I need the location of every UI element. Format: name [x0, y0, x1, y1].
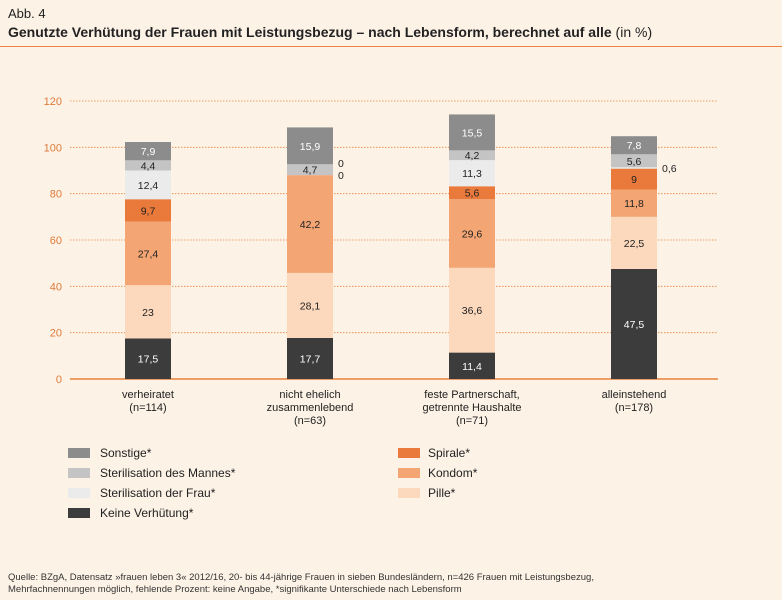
data-label: 9,7: [141, 205, 156, 217]
bar-segment: [449, 352, 495, 379]
data-label: 36,6: [462, 305, 483, 317]
bar-segment: [287, 272, 333, 338]
data-label: 7,9: [141, 146, 156, 158]
data-label: 42,2: [300, 219, 321, 231]
source-note: Quelle: BZgA, Datensatz »frauen leben 3«…: [8, 572, 778, 596]
data-label: 22,5: [624, 238, 645, 250]
title-unit: (in %): [615, 24, 653, 40]
bar-segment: [611, 189, 657, 217]
data-label: 0,6: [662, 163, 677, 175]
bar-segment: [449, 199, 495, 268]
data-label: 0: [338, 170, 344, 182]
x-category-label: (n=63): [294, 415, 326, 427]
legend-swatch: [68, 448, 90, 458]
x-category-label: (n=114): [129, 402, 166, 414]
data-label: 17,5: [138, 354, 159, 366]
data-label: 23: [142, 307, 154, 319]
legend-swatch: [398, 488, 420, 498]
title-main: Genutzte Verhütung der Frauen mit Leistu…: [8, 24, 612, 40]
x-category-label: zusammenlebend: [267, 402, 354, 414]
data-label: 29,6: [462, 229, 483, 241]
x-category-label: verheiratet: [122, 389, 174, 401]
x-category-label: getrennte Haushalte: [422, 402, 521, 414]
chart-title: Genutzte Verhütung der Frauen mit Leistu…: [8, 24, 652, 40]
bar-segment: [449, 150, 495, 161]
legend-swatch: [398, 468, 420, 478]
title-rule: [0, 46, 782, 47]
source-line-2: Mehrfachnennungen möglich, fehlende Proz…: [8, 584, 462, 595]
bar-segment: [287, 164, 333, 176]
y-tick-label: 0: [56, 374, 62, 386]
bar-segment: [125, 221, 171, 286]
bar-segment: [449, 267, 495, 353]
data-label: 17,7: [300, 353, 321, 365]
bar-segment: [611, 154, 657, 168]
bar-segment: [287, 175, 333, 273]
bar-segment: [449, 114, 495, 151]
x-category-label: alleinstehend: [602, 389, 667, 401]
data-label: 47,5: [624, 319, 645, 331]
legend-swatch: [68, 488, 90, 498]
bar-segment: [449, 160, 495, 187]
data-label: 15,5: [462, 127, 483, 139]
y-tick-label: 100: [44, 142, 62, 154]
legend-label: Spirale*: [428, 446, 470, 460]
y-tick-label: 40: [50, 281, 62, 293]
bar-segment: [611, 167, 657, 169]
legend-label: Kondom*: [428, 466, 478, 480]
bar-segment: [125, 338, 171, 379]
bar-segment: [611, 216, 657, 269]
legend-swatch: [398, 448, 420, 458]
data-label: 11,3: [462, 168, 482, 180]
bar-segment: [125, 170, 171, 200]
bar-segment: [125, 199, 171, 222]
bar-segment: [287, 337, 333, 379]
data-label: 5,6: [627, 156, 642, 168]
x-category-label: (n=71): [456, 415, 488, 427]
legend-swatch: [68, 468, 90, 478]
legend-label: Sterilisation des Mannes*: [100, 466, 236, 480]
bar-segment: [125, 160, 171, 171]
x-category-label: feste Partnerschaft,: [424, 389, 519, 401]
source-line-1: Quelle: BZgA, Datensatz »frauen leben 3«…: [8, 572, 594, 583]
data-label: 15,9: [300, 141, 321, 153]
legend-swatch: [68, 508, 90, 518]
bar-segment: [125, 285, 171, 339]
y-tick-label: 120: [44, 96, 62, 108]
x-category-label: (n=178): [615, 402, 653, 414]
legend-label: Keine Verhütung*: [100, 506, 194, 520]
data-label: 4,4: [141, 160, 156, 172]
data-label: 28,1: [300, 300, 321, 312]
bar-segment: [611, 136, 657, 155]
data-label: 4,2: [465, 150, 480, 162]
data-label: 11,4: [462, 361, 482, 373]
data-label: 11,8: [624, 198, 644, 210]
legend-label: Pille*: [428, 486, 456, 500]
data-label: 4,7: [303, 165, 318, 177]
legend-label: Sonstige*: [100, 446, 152, 460]
data-label: 27,4: [138, 248, 159, 260]
stacked-bar-chart: 0 20 40 60 80 100 120 17,5 23 27,4 9,7 12,4 4,4 7,9 ve…: [44, 96, 718, 520]
y-tick-label: 60: [50, 235, 62, 247]
legend-label: Sterilisation der Frau*: [100, 486, 216, 500]
y-tick-label: 20: [50, 328, 62, 340]
data-label: 5,6: [465, 188, 480, 200]
data-label: 7,8: [627, 140, 642, 152]
bar-segment: [611, 268, 657, 379]
data-label: 9: [631, 174, 637, 186]
y-tick-label: 80: [50, 189, 62, 201]
bar-segment: [287, 127, 333, 165]
data-label: 12,4: [138, 180, 159, 192]
figure-label: Abb. 4: [8, 6, 46, 21]
data-label: 0: [338, 158, 344, 170]
bar-segment: [611, 168, 657, 190]
bar-segment: [125, 142, 171, 161]
bar-segment: [449, 186, 495, 200]
x-category-label: nicht ehelich: [279, 389, 340, 401]
